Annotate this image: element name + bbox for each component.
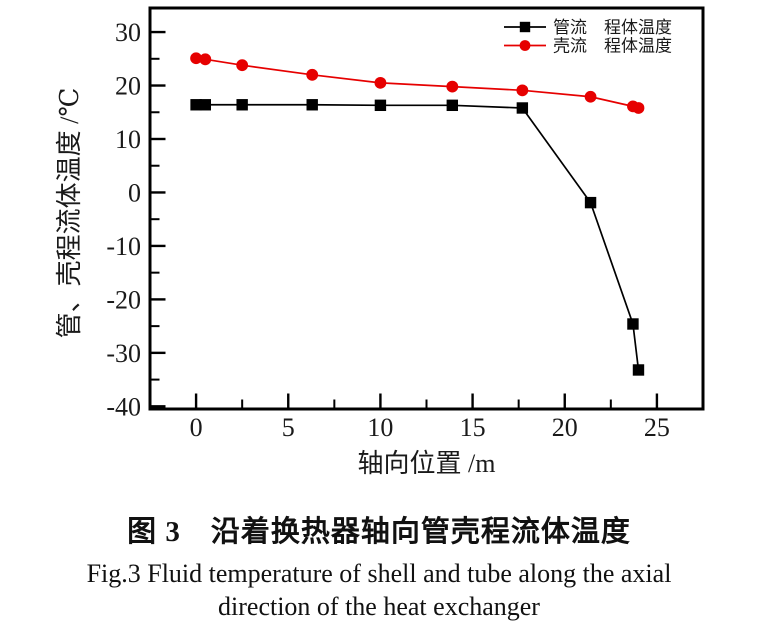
figure-caption-en-line1: Fig.3 Fluid temperature of shell and tub… xyxy=(86,559,672,588)
y-tick-label: 20 xyxy=(115,72,141,101)
x-tick-label: 20 xyxy=(552,413,578,442)
legend-marker-shell-flow xyxy=(519,40,531,51)
x-tick-label: 25 xyxy=(644,413,670,442)
tube-flow-marker xyxy=(190,99,202,111)
tube-flow-marker xyxy=(374,99,387,112)
tube-flow-marker xyxy=(446,99,459,112)
tube-flow-marker xyxy=(632,364,645,376)
shell-flow-marker xyxy=(516,84,529,97)
figure-caption-en-line2: direction of the heat exchanger xyxy=(218,592,540,621)
chart-svg: 0 5 10 15 20 25 -40 -30 -20 -10 0 10 20 30 轴向位置 /m 管、壳程… xyxy=(55,6,705,478)
x-tick-label: 15 xyxy=(460,413,486,442)
y-axis-label: 管、壳程流体温度 /℃ xyxy=(55,88,84,339)
shell-flow-line xyxy=(195,57,639,109)
x-axis-label: 轴向位置 /m xyxy=(358,449,496,478)
tube-flow-marker xyxy=(199,99,211,111)
shell-flow-marker xyxy=(584,90,597,103)
tube-flow-marker xyxy=(516,102,529,114)
x-tick-label: 10 xyxy=(367,413,393,442)
legend-marker-tube-flow xyxy=(519,21,531,33)
tube-flow-line xyxy=(196,103,640,371)
x-tick-label: 5 xyxy=(282,413,295,442)
y-tick-label: -30 xyxy=(106,339,141,368)
figure-caption-cn: 图 3 沿着换热器轴向管壳程流体温度 xyxy=(127,516,631,548)
plot-frame xyxy=(148,6,705,411)
temperature-chart: 0 5 10 15 20 25 -40 -30 -20 -10 0 10 20 30 轴向位置 /m 管、壳程… xyxy=(55,6,705,478)
x-tick-label: 0 xyxy=(190,413,203,442)
shell-flow-marker xyxy=(446,80,459,93)
y-tick-label: -10 xyxy=(106,232,141,261)
legend-item-tube-flow: 管流 程体温度 xyxy=(504,18,672,37)
legend-label-tube-flow: 管流 程体温度 xyxy=(553,18,672,37)
shell-flow-marker xyxy=(306,68,319,81)
shell-flow-marker xyxy=(236,59,249,72)
y-tick-label: 10 xyxy=(115,125,141,154)
tube-flow-marker xyxy=(236,99,248,111)
legend-label-shell-flow: 壳流 程体温度 xyxy=(553,37,672,56)
tube-flow-marker xyxy=(627,318,639,330)
figure-caption-en: Fig.3 Fluid temperature of shell and tub… xyxy=(0,557,758,623)
legend-item-shell-flow: 壳流 程体温度 xyxy=(504,37,672,56)
tube-flow-marker xyxy=(584,196,597,209)
tube-flow-marker xyxy=(306,99,318,111)
shell-flow-marker xyxy=(632,102,645,114)
shell-flow-marker xyxy=(374,76,387,89)
y-tick-label: 30 xyxy=(115,18,141,47)
shell-flow-marker xyxy=(190,52,202,65)
y-tick-label: -40 xyxy=(106,392,141,421)
y-tick-label: 0 xyxy=(128,178,141,207)
shell-flow-marker xyxy=(199,53,212,66)
y-tick-label: -20 xyxy=(106,285,141,314)
